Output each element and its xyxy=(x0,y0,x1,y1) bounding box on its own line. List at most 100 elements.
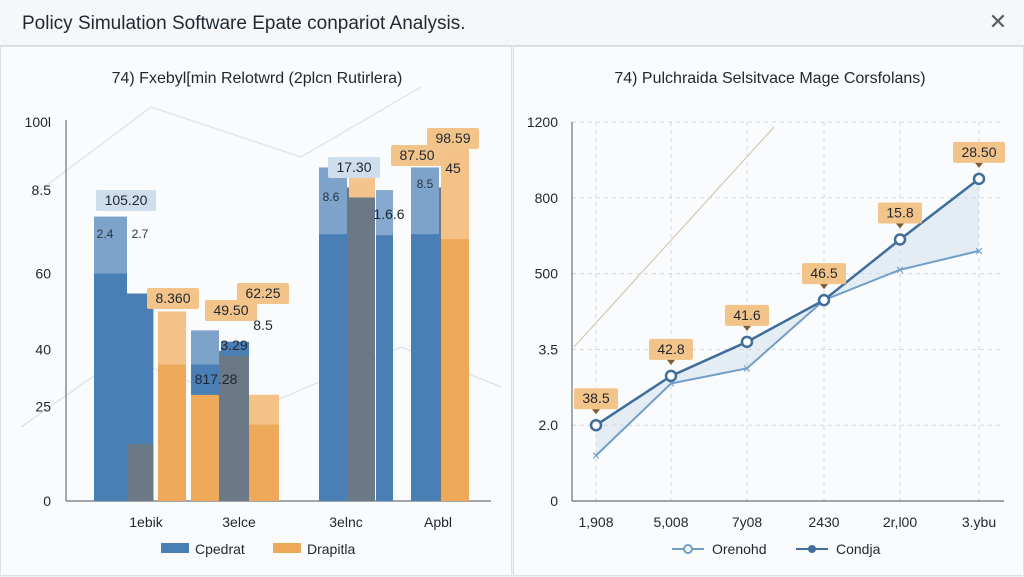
bar-label-bg xyxy=(147,288,199,309)
bar-label: 3.29 xyxy=(220,337,247,353)
point-label-bg xyxy=(953,141,1005,163)
bar-cpedrat-top xyxy=(411,167,439,235)
series-point-orenohd: ✕ xyxy=(974,246,983,258)
bar-label: 8.360 xyxy=(155,290,190,306)
bar-label: 8.5 xyxy=(253,317,273,333)
series-point-orenohd: ✕ xyxy=(666,379,675,391)
y-tick-label: 0 xyxy=(550,493,558,509)
point-label-arrow xyxy=(592,409,600,415)
bar-cpedrat-top xyxy=(94,216,127,274)
x-tick-label: 2430 xyxy=(808,514,839,530)
bar-label: 2.7 xyxy=(132,227,149,241)
y-tick-label: 40 xyxy=(35,341,51,357)
point-label-bg xyxy=(574,388,618,410)
point-label: 15.8 xyxy=(886,204,913,220)
point-label: 38.5 xyxy=(582,390,609,406)
legend-swatch-drapitla xyxy=(273,543,301,553)
series-point-condja xyxy=(664,369,678,383)
bar-label: 8.6 xyxy=(323,190,340,204)
bar-label: 105.20 xyxy=(105,192,148,208)
x-tick-label: 1ebik xyxy=(129,514,163,530)
point-label-arrow xyxy=(896,223,904,229)
series-point-orenohd: ✕ xyxy=(895,265,904,277)
bar-cpedrat-top xyxy=(191,330,219,365)
point-label-bg xyxy=(802,263,846,285)
bar-label-bg xyxy=(427,128,479,149)
x-tick-label: 3elnc xyxy=(329,514,362,530)
point-label-bg xyxy=(649,338,693,360)
bar-chart: 74) Fxebyl[min Relotwrd (2plcn Rutirlera… xyxy=(20,70,502,557)
chart-title: 74) Pulchraida Selsitvace Mage Corsfolan… xyxy=(614,70,925,87)
series-point-condja xyxy=(589,418,603,432)
bar-label-bg xyxy=(391,145,443,166)
series-point-condja xyxy=(972,172,986,186)
bar-drapitla-top xyxy=(441,137,469,240)
y-tick-label: 8.5 xyxy=(32,182,52,198)
x-tick-label: 7y08 xyxy=(732,514,763,530)
bar-label-bg xyxy=(237,283,289,304)
series-line-condja xyxy=(595,177,980,427)
bar-drapitla xyxy=(191,394,219,501)
point-label: 46.5 xyxy=(810,265,837,281)
bg-network-line xyxy=(30,86,422,198)
y-tick-label: 3.5 xyxy=(539,341,559,357)
legend-label-cpedrat: Cpedrat xyxy=(195,541,245,557)
legend-label-condja: Condja xyxy=(836,541,881,557)
x-tick-label: 2r,l00 xyxy=(883,514,917,530)
series-point-orenohd: ✕ xyxy=(591,451,600,463)
legend-marker-condja xyxy=(808,545,816,553)
y-tick-label: 100l xyxy=(25,114,51,130)
point-label-arrow xyxy=(667,359,675,365)
bar-label: 62.25 xyxy=(245,285,280,301)
bar-secondary xyxy=(349,167,375,501)
point-label: 41.6 xyxy=(733,307,760,323)
legend-label-orenohd: Orenohd xyxy=(712,541,766,557)
bar-secondary-top xyxy=(221,341,249,356)
series-point-condja xyxy=(740,335,754,349)
chart-title: 74) Fxebyl[min Relotwrd (2plcn Rutirlera… xyxy=(112,70,403,87)
left-chart-panel: 74) Fxebyl[min Relotwrd (2plcn Rutirlera… xyxy=(0,46,512,576)
legend-swatch-cpedrat xyxy=(161,543,189,553)
right-chart-panel: 74) Pulchraida Selsitvace Mage Corsfolan… xyxy=(513,46,1024,576)
bar-label: 2.4 xyxy=(97,227,114,241)
series-line-orenohd xyxy=(595,249,980,457)
legend-marker-orenohd xyxy=(683,544,693,554)
bar-label-bg xyxy=(205,300,257,321)
point-label-arrow xyxy=(743,325,751,331)
y-tick-label: 800 xyxy=(535,190,559,206)
bar-drapitla-top xyxy=(249,394,279,425)
bar-label: 87.50 xyxy=(399,147,434,163)
bar-label: 45 xyxy=(445,160,461,176)
window-title: Policy Simulation Software Epate conpari… xyxy=(22,13,466,34)
bar-label: 8.5 xyxy=(417,177,434,191)
bg-diagonal-line xyxy=(573,126,775,348)
point-label-bg xyxy=(725,304,769,326)
bar-label: 817.28 xyxy=(195,371,238,387)
series-point-orenohd: ✕ xyxy=(742,363,751,375)
bar-label: 1.6.6 xyxy=(373,206,404,222)
series-point-condja xyxy=(817,293,831,307)
bar-label: 98.59 xyxy=(435,130,470,146)
x-tick-label: 5,008 xyxy=(653,514,688,530)
bar-drapitla-top xyxy=(376,190,393,236)
close-icon[interactable]: ✕ xyxy=(988,9,1008,34)
series-point-condja xyxy=(893,233,907,246)
y-tick-label: 0 xyxy=(43,493,51,509)
bar-label-bg xyxy=(328,157,380,178)
bar-label: 49.50 xyxy=(213,302,248,318)
x-tick-label: Apbl xyxy=(424,514,452,530)
x-tick-label: 3elce xyxy=(222,514,256,530)
bar-secondary-base xyxy=(127,444,154,501)
point-label: 28.50 xyxy=(961,144,996,160)
bar-label: 17.30 xyxy=(336,159,371,175)
bar-cpedrat-top xyxy=(319,167,347,235)
y-tick-label: 1200 xyxy=(527,114,558,130)
bar-drapitla-top xyxy=(158,311,186,365)
legend-label-drapitla: Drapitla xyxy=(307,541,355,557)
y-tick-label: 60 xyxy=(35,266,51,282)
y-tick-label: 2.0 xyxy=(539,417,559,433)
point-label-arrow xyxy=(820,284,828,290)
point-label-bg xyxy=(878,202,922,224)
point-label: 42.8 xyxy=(657,341,684,357)
bar-label-bg xyxy=(96,190,156,211)
